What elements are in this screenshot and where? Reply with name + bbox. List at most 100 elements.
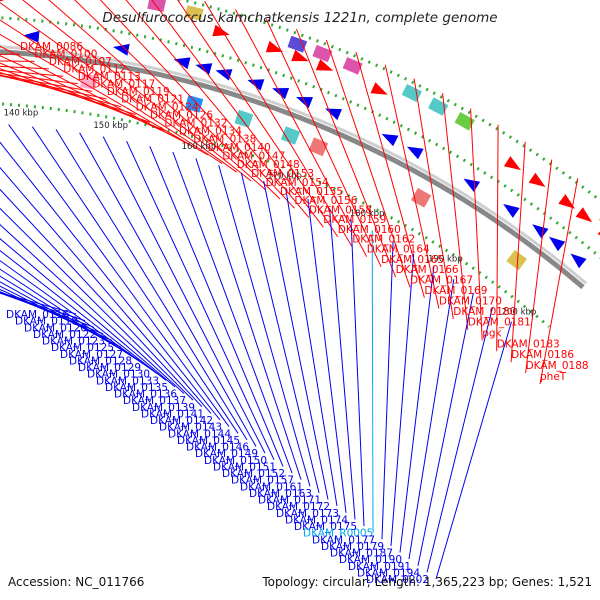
forward-leader-line bbox=[442, 93, 469, 330]
forward-leader-line bbox=[99, 0, 295, 209]
reverse-leader-line bbox=[285, 189, 338, 507]
forward-gene-label: DKAM_0100 bbox=[34, 48, 97, 60]
reverse-gene-label: DKAM_0173 bbox=[276, 508, 339, 520]
forward-gene-label: DKAM_0155 bbox=[280, 186, 343, 198]
forward-leader-line bbox=[0, 62, 165, 131]
forward-leader-line bbox=[74, 0, 281, 200]
scale-tick-label: 140 kbp bbox=[4, 109, 39, 119]
reverse-leader-line bbox=[31, 126, 239, 434]
reverse-gene-label: DKAM_0194 bbox=[357, 567, 420, 579]
reverse-gene-label: DKAM_0118 bbox=[15, 316, 78, 328]
cog-block-inner bbox=[411, 187, 432, 208]
forward-gene-label: DKAM_0181 bbox=[468, 317, 531, 329]
forward-leader-line bbox=[48, 0, 266, 191]
reverse-leader-line bbox=[172, 151, 293, 474]
reverse-gene-label: DKAM_0136 bbox=[114, 389, 177, 401]
reverse-gene-label: DKAM_0152 bbox=[222, 468, 285, 480]
reverse-gene-arrow bbox=[406, 146, 424, 160]
forward-leader-line bbox=[0, 72, 136, 115]
forward-gene-arrow bbox=[503, 156, 521, 171]
forward-gene-arrow bbox=[315, 59, 334, 71]
reverse-leader-line bbox=[0, 275, 140, 361]
reverse-leader-line bbox=[195, 158, 302, 480]
reverse-leader-line bbox=[263, 180, 329, 500]
forward-gene-label: DKAM_0138 bbox=[193, 134, 256, 146]
forward-gene-label: DKAM_0162 bbox=[352, 234, 415, 246]
forward-gene-label: DKAM_0165 bbox=[381, 254, 444, 266]
dotted-ring-2 bbox=[0, 102, 551, 328]
reverse-leader-line bbox=[0, 166, 212, 414]
forward-gene-label: DKAM_0117 bbox=[92, 78, 155, 90]
forward-gene-label: DKAM_0147 bbox=[222, 151, 285, 163]
forward-gene-label: DKAM_0112 bbox=[63, 63, 126, 75]
reverse-gene-label: DKAM_0137 bbox=[123, 395, 186, 407]
forward-leader-line bbox=[0, 2, 237, 173]
reverse-gene-arrow bbox=[113, 43, 130, 56]
cog-block-inner bbox=[234, 109, 254, 128]
scale-tick-label: 150 kbp bbox=[93, 121, 128, 131]
scale-tick-label: 190 kbp bbox=[428, 255, 463, 265]
reverse-gene-arrow bbox=[381, 133, 399, 147]
reverse-gene-label: DKAM_0157 bbox=[231, 475, 294, 487]
reverse-gene-arrow bbox=[549, 236, 566, 252]
forward-leader-line bbox=[413, 78, 454, 320]
forward-leader-line bbox=[0, 33, 209, 156]
reverse-leader-line bbox=[0, 288, 113, 341]
reverse-leader-line bbox=[0, 268, 149, 368]
forward-leader-line bbox=[510, 141, 526, 363]
reverse-leader-line bbox=[55, 129, 248, 441]
forward-leader-line bbox=[0, 68, 151, 123]
reverse-leader-line bbox=[0, 281, 131, 355]
reverse-gene-label: DKAM_0146 bbox=[186, 442, 249, 454]
reverse-gene-arrow bbox=[532, 224, 549, 239]
forward-gene-label: DKAM_0140 bbox=[208, 142, 271, 154]
forward-leader-line bbox=[125, 0, 310, 218]
reverse-gene-arrow bbox=[23, 30, 40, 43]
forward-gene-label: DKAM_0086 bbox=[20, 41, 83, 53]
reverse-gene-label: DKAM_0177 bbox=[312, 534, 375, 546]
forward-gene-arrow bbox=[597, 231, 600, 236]
reverse-leader-line bbox=[79, 132, 257, 447]
reverse-leader-line bbox=[0, 249, 167, 381]
cog-block-inner bbox=[184, 95, 204, 113]
forward-gene-arrow bbox=[212, 24, 230, 37]
forward-gene-label: DKAM_0183 bbox=[497, 338, 560, 350]
reverse-leader-line bbox=[417, 292, 474, 566]
reverse-gene-label: DKAM_0123 bbox=[42, 336, 105, 348]
forward-gene-arrow bbox=[575, 207, 593, 223]
reverse-gene-label: DKAM_0161 bbox=[240, 481, 303, 493]
reverse-leader-line bbox=[390, 253, 415, 546]
reverse-gene-label: DKAM_R0005 bbox=[303, 528, 373, 540]
reverse-leader-line bbox=[240, 172, 320, 494]
forward-leader-line bbox=[325, 39, 411, 288]
forward-gene-label: DKAM_0153 bbox=[251, 168, 314, 180]
cog-block-outer bbox=[428, 97, 449, 116]
reverse-gene-label: DKAM_0139 bbox=[132, 402, 195, 414]
reverse-gene-arrow bbox=[503, 204, 520, 218]
reverse-gene-label: DKAM_0202 bbox=[366, 574, 429, 586]
reverse-leader-line bbox=[102, 136, 266, 454]
reverse-gene-label: DKAM_0174 bbox=[285, 514, 348, 526]
reverse-gene-label: DKAM_0143 bbox=[159, 422, 222, 434]
reverse-leader-line bbox=[426, 306, 494, 573]
topology-text: Topology: circular; Length: 1,365,223 bp… bbox=[261, 575, 592, 589]
forward-gene-label: pheT bbox=[540, 371, 567, 383]
scale-ticks: 90 kbp100 kbp110 kbp120 kbp130 kbp140 kb… bbox=[4, 109, 537, 318]
reverse-gene-label: DKAM_0127 bbox=[60, 349, 123, 361]
reverse-gene-label: DKAM_0129 bbox=[78, 362, 141, 374]
forward-gene-arrow bbox=[558, 194, 575, 209]
forward-gene-label: DKAM_0134 bbox=[179, 126, 242, 138]
reverse-leader-line bbox=[149, 146, 284, 467]
forward-leader-line bbox=[0, 19, 223, 164]
reverse-leader-line bbox=[350, 219, 365, 527]
reverse-gene-label: DKAM_0120 bbox=[24, 322, 87, 334]
reverse-leader-line bbox=[371, 230, 374, 533]
reverse-leader-line bbox=[0, 285, 122, 348]
scale-tick-label: 160 kbp bbox=[182, 142, 217, 152]
forward-leader-line bbox=[525, 159, 553, 374]
scale-tick-label: 170 kbp bbox=[267, 171, 302, 181]
reverse-gene-label: DKAM_0133 bbox=[96, 375, 159, 387]
reverse-gene-label: DKAM_0130 bbox=[87, 369, 150, 381]
forward-gene-label: DKAM_0148 bbox=[237, 159, 300, 171]
forward-leader-line bbox=[470, 108, 483, 341]
